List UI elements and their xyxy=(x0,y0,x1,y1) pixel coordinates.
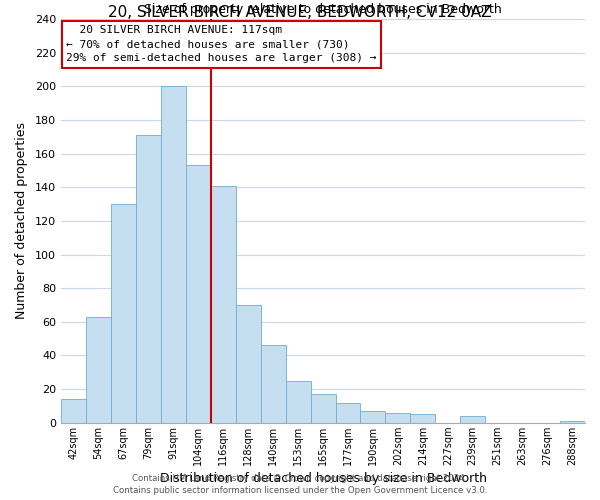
Bar xyxy=(410,414,436,423)
Bar xyxy=(61,399,86,423)
Bar xyxy=(460,416,485,423)
Bar xyxy=(161,86,186,423)
Bar xyxy=(260,346,286,423)
Text: 20, SILVER BIRCH AVENUE, BEDWORTH, CV12 0AZ: 20, SILVER BIRCH AVENUE, BEDWORTH, CV12 … xyxy=(108,5,492,20)
Bar xyxy=(311,394,335,423)
Y-axis label: Number of detached properties: Number of detached properties xyxy=(15,122,28,320)
Bar xyxy=(385,412,410,423)
X-axis label: Distribution of detached houses by size in Bedworth: Distribution of detached houses by size … xyxy=(160,472,487,485)
Bar xyxy=(236,305,260,423)
Text: Contains HM Land Registry data © Crown copyright and database right 2024.
Contai: Contains HM Land Registry data © Crown c… xyxy=(113,474,487,495)
Text: 20 SILVER BIRCH AVENUE: 117sqm  
← 70% of detached houses are smaller (730)
29% : 20 SILVER BIRCH AVENUE: 117sqm ← 70% of … xyxy=(66,25,377,63)
Bar xyxy=(560,421,585,423)
Bar xyxy=(361,411,385,423)
Bar xyxy=(86,317,111,423)
Bar xyxy=(111,204,136,423)
Bar xyxy=(286,380,311,423)
Bar xyxy=(335,402,361,423)
Bar xyxy=(136,135,161,423)
Title: Size of property relative to detached houses in Bedworth: Size of property relative to detached ho… xyxy=(144,4,502,16)
Bar xyxy=(211,186,236,423)
Bar xyxy=(186,166,211,423)
